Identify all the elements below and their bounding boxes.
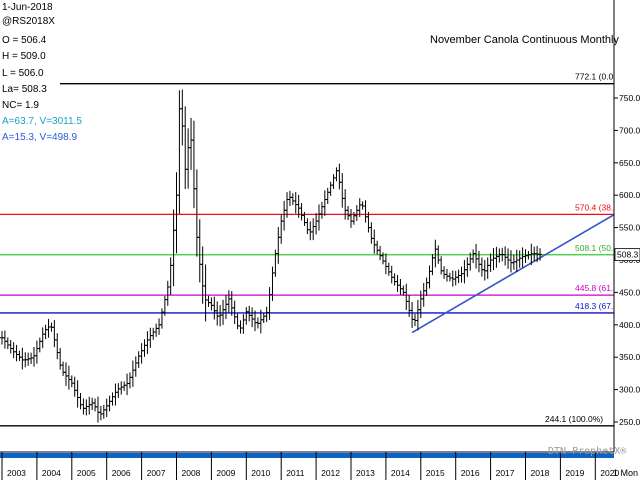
x-tick-label: 2020 — [600, 468, 619, 478]
symbol-label: @RS2018X — [2, 16, 55, 27]
y-tick-label: 250.0 — [619, 417, 640, 427]
y-tick-label: 600.0 — [619, 190, 640, 200]
level-line-label: 508.1 (50.0%) — [575, 243, 629, 253]
time-axis-band — [0, 453, 614, 458]
watermark-label: DTN ProphetX® — [548, 446, 627, 457]
date-label: 1-Jun-2018 — [2, 2, 53, 13]
x-tick-label: 2014 — [391, 468, 410, 478]
x-tick-label: 2016 — [461, 468, 480, 478]
level-line-label: 418.3 (67.0%) — [575, 301, 629, 311]
level-line-label: 445.8 (61.8%) — [575, 283, 629, 293]
y-tick-label: 700.0 — [619, 125, 640, 135]
x-tick-label: 2019 — [565, 468, 584, 478]
x-tick-label: 2009 — [216, 468, 235, 478]
low-value: L = 506.0 — [2, 68, 44, 79]
y-tick-label: 750.0 — [619, 93, 640, 103]
support-trendline — [411, 213, 615, 334]
x-tick-label: 2010 — [251, 468, 270, 478]
last-price-badge — [614, 248, 640, 262]
axis-panel — [614, 0, 640, 480]
x-tick-label: 2013 — [356, 468, 375, 478]
y-tick-label: 450.0 — [619, 287, 640, 297]
x-tick-label: 2006 — [112, 468, 131, 478]
time-axis: 2003 2004 2005 2006 2007 2008 2009 2010 2011 2012… — [0, 451, 619, 480]
x-tick-label: 2011 — [286, 468, 305, 478]
open-value: O = 506.4 — [2, 35, 47, 46]
chart-title: November Canola Continuous Monthly — [430, 34, 619, 46]
last-price-label: 508.3 — [617, 250, 639, 260]
x-tick-label: 2017 — [496, 468, 515, 478]
x-tick-label: 2015 — [426, 468, 445, 478]
trendline-group — [411, 213, 615, 334]
y-tick-label: 400.0 — [619, 320, 640, 330]
x-tick-label: 2012 — [321, 468, 340, 478]
x-tick-label: 2003 — [7, 468, 26, 478]
period-label: 1 Mon — [612, 468, 638, 478]
x-tick-label: 2005 — [77, 468, 96, 478]
x-tick-label: 2004 — [42, 468, 61, 478]
x-tick-label: 2007 — [147, 468, 166, 478]
volume-average-2: A=15.3, V=498.9 — [2, 132, 78, 143]
level-line-label: 772.1 (0.0%) — [575, 72, 624, 82]
price-bars — [0, 89, 543, 423]
x-tick-label: 2008 — [182, 468, 201, 478]
high-value: H = 509.0 — [2, 51, 46, 62]
x-tick-label: 2018 — [531, 468, 550, 478]
retracement-lines: 772.1 (0.0%)772.1570.4 (38.2%)570.4508.1… — [0, 72, 640, 432]
y-tick-label: 300.0 — [619, 385, 640, 395]
y-tick-label: 650.0 — [619, 158, 640, 168]
price-axis: 250.0300.0350.0400.0450.0500.0550.0600.0… — [613, 0, 640, 480]
y-tick-label: 350.0 — [619, 352, 640, 362]
level-line-label: 244.1 (100.0%) — [545, 414, 603, 424]
level-line-label: 570.4 (38.2%) — [575, 202, 629, 212]
volume-average-1: A=63.7, V=3011.5 — [2, 116, 82, 127]
net-change-value: NC= 1.9 — [2, 100, 39, 111]
y-tick-label: 550.0 — [619, 223, 640, 233]
last-value: La= 508.3 — [2, 84, 47, 95]
